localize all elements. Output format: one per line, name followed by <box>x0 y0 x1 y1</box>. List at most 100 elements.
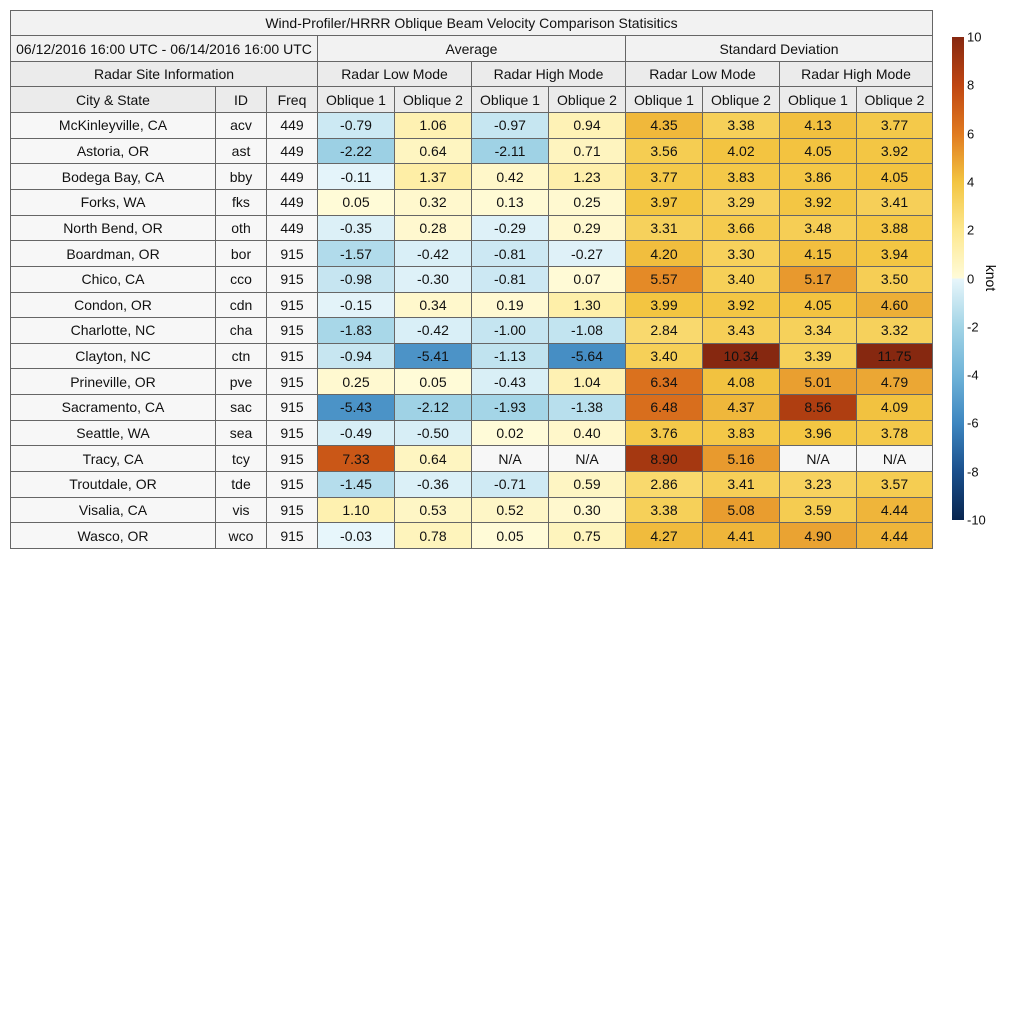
colorbar-tick-label: 10 <box>967 29 982 45</box>
value-cell: N/A <box>779 445 857 473</box>
value-cell: 4.44 <box>856 496 933 524</box>
value-cell: N/A <box>856 445 933 473</box>
value-cell: 3.43 <box>702 317 780 344</box>
column-header: Oblique 1 <box>317 86 395 113</box>
site-cell: Condon, OR <box>10 291 216 319</box>
value-cell: 1.04 <box>548 368 626 396</box>
value-cell: 0.53 <box>394 496 472 524</box>
value-cell: 3.31 <box>625 214 703 242</box>
value-cell: -1.57 <box>317 240 395 267</box>
site-cell: Astoria, OR <box>10 137 216 165</box>
colorbar-tick-label: -6 <box>967 415 979 431</box>
site-cell: Visalia, CA <box>10 496 216 524</box>
value-cell: 4.41 <box>702 522 780 549</box>
column-header: Oblique 2 <box>856 86 933 113</box>
value-cell: 3.48 <box>779 214 857 242</box>
value-cell: 3.97 <box>625 188 703 216</box>
value-cell: 0.52 <box>471 496 549 524</box>
value-cell: -0.49 <box>317 419 395 447</box>
mode-header: Radar Low Mode <box>625 61 780 87</box>
site-cell: 915 <box>266 368 318 396</box>
value-cell: 5.17 <box>779 265 857 293</box>
value-cell: 3.66 <box>702 214 780 242</box>
value-cell: 2.86 <box>625 471 703 498</box>
value-cell: 0.13 <box>471 188 549 216</box>
site-cell: 915 <box>266 419 318 447</box>
column-header: Oblique 2 <box>702 86 780 113</box>
site-cell: Sacramento, CA <box>10 394 216 421</box>
site-cell: Prineville, OR <box>10 368 216 396</box>
site-cell: tde <box>215 471 267 498</box>
site-cell: wco <box>215 522 267 549</box>
value-cell: -0.81 <box>471 240 549 267</box>
colorbar-tick-label: -10 <box>967 512 986 528</box>
value-cell: -0.36 <box>394 471 472 498</box>
value-cell: 0.28 <box>394 214 472 242</box>
value-cell: 0.75 <box>548 522 626 549</box>
site-cell: 915 <box>266 522 318 549</box>
value-cell: 0.19 <box>471 291 549 319</box>
site-cell: 915 <box>266 394 318 421</box>
site-cell: cdn <box>215 291 267 319</box>
value-cell: 3.59 <box>779 496 857 524</box>
value-cell: 10.34 <box>702 342 780 370</box>
value-cell: -1.83 <box>317 317 395 344</box>
value-cell: -0.98 <box>317 265 395 293</box>
colorbar-tick-label: 8 <box>967 77 975 93</box>
value-cell: -1.93 <box>471 394 549 421</box>
site-cell: Seattle, WA <box>10 419 216 447</box>
value-cell: 0.64 <box>394 445 472 473</box>
value-cell: 1.06 <box>394 112 472 139</box>
value-cell: 3.41 <box>856 188 933 216</box>
column-header: Oblique 1 <box>625 86 703 113</box>
value-cell: 3.78 <box>856 419 933 447</box>
column-header: Freq <box>266 86 318 113</box>
site-cell: bor <box>215 240 267 267</box>
mode-header: Radar High Mode <box>471 61 626 87</box>
value-cell: 3.99 <box>625 291 703 319</box>
site-cell: sea <box>215 419 267 447</box>
mode-header: Radar High Mode <box>779 61 933 87</box>
site-cell: Forks, WA <box>10 188 216 216</box>
colorbar-tick-label: 6 <box>967 126 975 142</box>
mode-header: Radar Low Mode <box>317 61 472 87</box>
value-cell: 3.38 <box>702 112 780 139</box>
column-header: Oblique 1 <box>471 86 549 113</box>
value-cell: 6.48 <box>625 394 703 421</box>
value-cell: -0.29 <box>471 214 549 242</box>
value-cell: -1.13 <box>471 342 549 370</box>
value-cell: -1.08 <box>548 317 626 344</box>
value-cell: 2.84 <box>625 317 703 344</box>
column-header: Oblique 1 <box>779 86 857 113</box>
value-cell: 4.90 <box>779 522 857 549</box>
site-cell: bby <box>215 163 267 190</box>
table-title: Wind-Profiler/HRRR Oblique Beam Velocity… <box>10 10 933 36</box>
value-cell: -2.12 <box>394 394 472 421</box>
value-cell: -0.30 <box>394 265 472 293</box>
site-cell: cha <box>215 317 267 344</box>
value-cell: -0.97 <box>471 112 549 139</box>
value-cell: -0.43 <box>471 368 549 396</box>
value-cell: 4.35 <box>625 112 703 139</box>
value-cell: -5.41 <box>394 342 472 370</box>
site-cell: North Bend, OR <box>10 214 216 242</box>
site-cell: Wasco, OR <box>10 522 216 549</box>
value-cell: 0.59 <box>548 471 626 498</box>
value-cell: 3.32 <box>856 317 933 344</box>
site-cell: Boardman, OR <box>10 240 216 267</box>
colorbar-tick-label: -2 <box>967 319 979 335</box>
site-cell: Tracy, CA <box>10 445 216 473</box>
value-cell: 0.42 <box>471 163 549 190</box>
value-cell: 5.01 <box>779 368 857 396</box>
value-cell: -0.42 <box>394 240 472 267</box>
value-cell: 1.30 <box>548 291 626 319</box>
site-cell: 915 <box>266 317 318 344</box>
value-cell: 3.39 <box>779 342 857 370</box>
site-cell: acv <box>215 112 267 139</box>
site-cell: ast <box>215 137 267 165</box>
value-cell: -1.45 <box>317 471 395 498</box>
column-header: City & State <box>10 86 216 113</box>
value-cell: 0.71 <box>548 137 626 165</box>
site-cell: Troutdale, OR <box>10 471 216 498</box>
site-cell: 449 <box>266 112 318 139</box>
